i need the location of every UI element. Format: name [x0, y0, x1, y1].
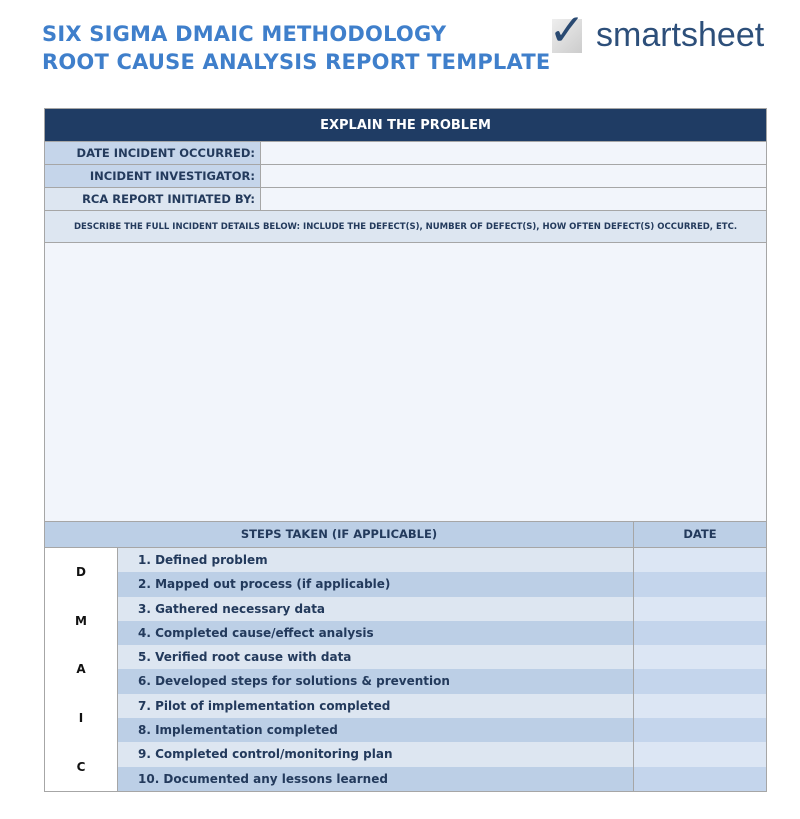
phase-letter: I: [78, 711, 84, 726]
steps-header: STEPS TAKEN (IF APPLICABLE) DATE: [45, 521, 766, 547]
step-date-input[interactable]: [634, 669, 766, 694]
step-row: 9. Completed control/monitoring plan: [118, 742, 766, 767]
field-date-incident: DATE INCIDENT OCCURRED:: [45, 141, 766, 164]
step-date-input[interactable]: [634, 620, 766, 646]
logo-text: smartsheet: [596, 16, 765, 54]
checkmark-icon: ✓: [548, 4, 586, 56]
step-label: 2. Mapped out process (if applicable): [118, 572, 634, 597]
dmaic-letters: D M A I C: [45, 548, 118, 791]
phase-letter: C: [76, 759, 86, 774]
step-row: 2. Mapped out process (if applicable): [118, 572, 766, 597]
step-label: 9. Completed control/monitoring plan: [118, 742, 634, 767]
step-date-input[interactable]: [634, 572, 766, 597]
step-label: 7. Pilot of implementation completed: [118, 693, 634, 719]
field-label: INCIDENT INVESTIGATOR:: [45, 165, 261, 187]
step-row: 5. Verified root cause with data: [118, 645, 766, 670]
phase-letter: A: [76, 662, 86, 677]
step-row: 10. Documented any lessons learned: [118, 766, 766, 791]
step-date-input[interactable]: [634, 718, 766, 743]
step-date-input[interactable]: [634, 693, 766, 719]
investigator-input[interactable]: [261, 165, 766, 187]
date-incident-input[interactable]: [261, 142, 766, 164]
steps-column-header: STEPS TAKEN (IF APPLICABLE): [45, 522, 634, 547]
field-label: RCA REPORT INITIATED BY:: [45, 188, 261, 210]
step-date-input[interactable]: [634, 766, 766, 791]
describe-instructions: DESCRIBE THE FULL INCIDENT DETAILS BELOW…: [45, 210, 766, 242]
initiated-by-input[interactable]: [261, 188, 766, 210]
step-label: 6. Developed steps for solutions & preve…: [118, 669, 634, 694]
title-line-1: SIX SIGMA DMAIC METHODOLOGY: [42, 22, 447, 46]
field-investigator: INCIDENT INVESTIGATOR:: [45, 164, 766, 187]
page-title: SIX SIGMA DMAIC METHODOLOGY ROOT CAUSE A…: [42, 20, 550, 76]
step-label: 4. Completed cause/effect analysis: [118, 620, 634, 646]
step-label: 10. Documented any lessons learned: [118, 766, 634, 791]
field-label: DATE INCIDENT OCCURRED:: [45, 142, 261, 164]
step-date-input[interactable]: [634, 548, 766, 573]
step-label: 5. Verified root cause with data: [118, 645, 634, 670]
field-initiated-by: RCA REPORT INITIATED BY:: [45, 187, 766, 210]
step-row: 8. Implementation completed: [118, 718, 766, 743]
rca-form: EXPLAIN THE PROBLEM DATE INCIDENT OCCURR…: [44, 108, 767, 792]
date-column-header: DATE: [683, 527, 717, 541]
step-row: 1. Defined problem: [118, 548, 766, 573]
steps-table: D M A I C 1. Defined problem 2. Mapped out pr…: [45, 547, 766, 791]
step-label: 1. Defined problem: [118, 548, 634, 573]
step-row: 7. Pilot of implementation completed: [118, 693, 766, 719]
step-date-input[interactable]: [634, 742, 766, 767]
field-list: DATE INCIDENT OCCURRED: INCIDENT INVESTI…: [45, 141, 766, 210]
steps-rows: 1. Defined problem 2. Mapped out process …: [118, 548, 766, 791]
step-label: 3. Gathered necessary data: [118, 596, 634, 621]
step-label: 8. Implementation completed: [118, 718, 634, 743]
step-date-input[interactable]: [634, 596, 766, 621]
step-row: 6. Developed steps for solutions & preve…: [118, 669, 766, 694]
step-date-input[interactable]: [634, 645, 766, 670]
title-line-2: ROOT CAUSE ANALYSIS REPORT TEMPLATE: [42, 50, 551, 74]
phase-letter: M: [75, 613, 87, 628]
incident-details-input[interactable]: [45, 242, 766, 521]
step-row: 3. Gathered necessary data: [118, 596, 766, 621]
phase-letter: D: [76, 565, 86, 580]
step-row: 4. Completed cause/effect analysis: [118, 620, 766, 646]
smartsheet-logo: ✓ smartsheet: [548, 4, 765, 56]
section-header: EXPLAIN THE PROBLEM: [45, 109, 766, 141]
